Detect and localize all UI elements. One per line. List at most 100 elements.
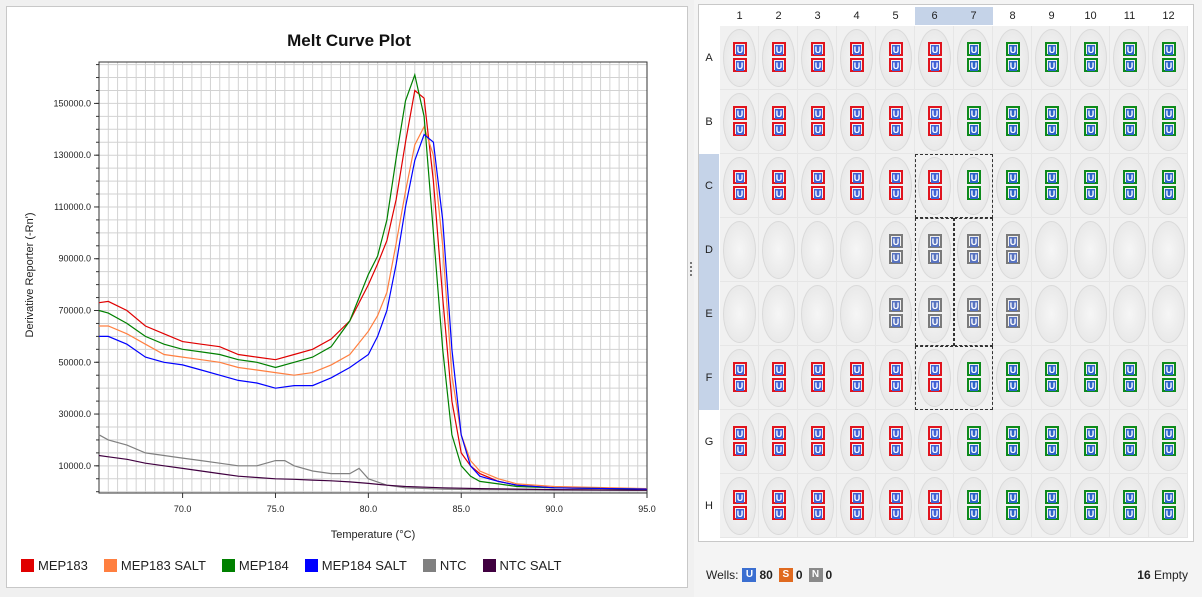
column-header-5[interactable]: 5 [892, 10, 899, 22]
series-line-mep184[interactable] [98, 72, 648, 490]
row-header-H[interactable]: H [705, 500, 713, 512]
well-D12[interactable] [1149, 218, 1188, 282]
well-D4[interactable] [837, 218, 876, 282]
well-D2[interactable] [759, 218, 798, 282]
legend-item-ntc[interactable]: NTC [422, 558, 467, 573]
row-header-F[interactable]: F [699, 346, 719, 410]
column-header-12[interactable]: 12 [1162, 10, 1175, 22]
row-header-D[interactable]: D [699, 218, 719, 282]
column-header-3[interactable]: 3 [814, 10, 821, 22]
row-header-A[interactable]: A [705, 52, 713, 64]
column-header-2[interactable]: 2 [775, 10, 782, 22]
column-header-7[interactable]: 7 [954, 7, 993, 25]
legend-item-mep183[interactable]: MEP183 [21, 558, 88, 573]
well-E2[interactable] [759, 282, 798, 346]
well-D9[interactable] [1032, 218, 1071, 282]
panel-splitter-handle[interactable] [688, 260, 694, 284]
row-header-G[interactable]: G [704, 436, 714, 448]
well-E12[interactable] [1149, 282, 1188, 346]
series-line-mep184-salt[interactable] [99, 133, 648, 490]
series-line-ntc[interactable] [98, 434, 648, 491]
well-D11[interactable] [1110, 218, 1149, 282]
legend-item-mep184-salt[interactable]: MEP184 SALT [304, 558, 407, 573]
column-header-10[interactable]: 10 [1084, 10, 1097, 22]
series-line-mep183[interactable] [98, 89, 648, 490]
well-D10[interactable] [1071, 218, 1110, 282]
well-D3[interactable] [798, 218, 837, 282]
column-header-9[interactable]: 9 [1048, 10, 1055, 22]
column-header-4[interactable]: 4 [853, 10, 860, 22]
series-line-ntc-salt[interactable] [98, 454, 648, 491]
row-header-E[interactable]: E [699, 282, 719, 346]
well-E11[interactable] [1110, 282, 1149, 346]
legend-item-mep184[interactable]: MEP184 [221, 558, 289, 573]
well-E1[interactable] [720, 282, 759, 346]
series-line-mep183-salt[interactable] [99, 125, 648, 490]
well-D1[interactable] [720, 218, 759, 282]
well-E10[interactable] [1071, 282, 1110, 346]
column-header-1[interactable]: 1 [736, 10, 743, 22]
